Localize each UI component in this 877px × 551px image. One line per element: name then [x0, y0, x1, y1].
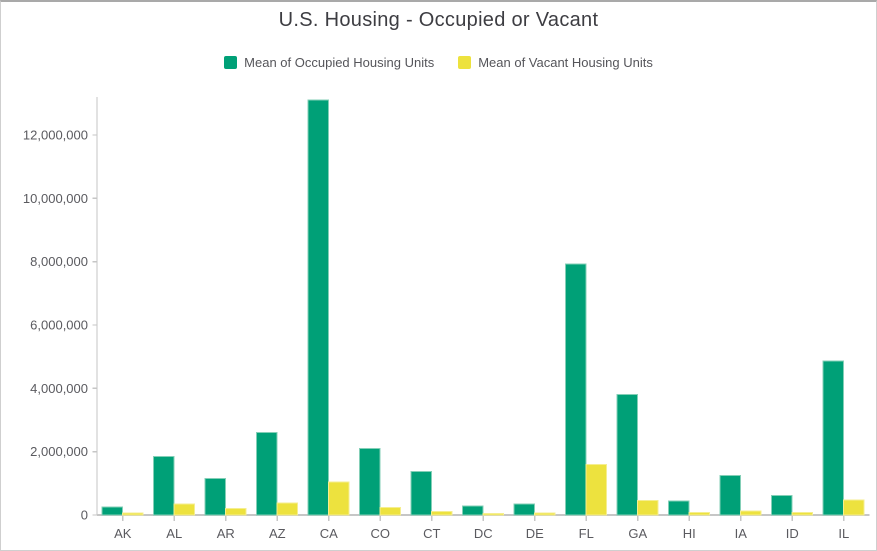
y-tick-label: 12,000,000 — [23, 128, 88, 143]
x-axis-label: CA — [320, 526, 338, 541]
x-axis-label: IA — [735, 526, 748, 541]
y-tick-label: 8,000,000 — [30, 254, 88, 269]
bar-vacant-HI[interactable] — [688, 511, 711, 516]
legend-item-occupied[interactable]: Mean of Occupied Housing Units — [224, 55, 434, 70]
bar-vacant-CT[interactable] — [431, 511, 453, 516]
x-axis-label: HI — [683, 526, 696, 541]
bar-vacant-CA[interactable] — [328, 481, 350, 516]
x-axis-label: IL — [838, 526, 849, 541]
bar-occupied-AL[interactable] — [153, 455, 175, 516]
bar-vacant-ID[interactable] — [791, 512, 814, 516]
bar-occupied-CT[interactable] — [410, 471, 433, 516]
bar-vacant-AK[interactable] — [122, 512, 144, 516]
legend-swatch-occupied-icon — [224, 56, 238, 69]
x-axis-label: ID — [786, 526, 799, 541]
y-tick-label: 0 — [81, 508, 88, 523]
y-tick-label: 2,000,000 — [30, 444, 88, 459]
bar-vacant-DE[interactable] — [534, 512, 556, 516]
bar-vacant-DC[interactable] — [482, 513, 505, 516]
x-axis-label: CT — [423, 526, 440, 541]
bar-vacant-AR[interactable] — [225, 508, 247, 516]
bar-occupied-DE[interactable] — [513, 503, 536, 516]
bar-vacant-CO[interactable] — [379, 506, 402, 516]
bar-occupied-ID[interactable] — [771, 495, 793, 516]
bar-occupied-HI[interactable] — [668, 500, 690, 516]
x-axis-label: GA — [628, 526, 647, 541]
legend-label-occupied: Mean of Occupied Housing Units — [244, 55, 435, 70]
y-tick-label: 4,000,000 — [30, 381, 88, 396]
x-axis-label: FL — [579, 526, 594, 541]
x-axis-label: CO — [371, 526, 391, 541]
x-axis-label: AZ — [269, 526, 286, 541]
bar-occupied-AR[interactable] — [204, 478, 227, 516]
bar-vacant-IA[interactable] — [740, 510, 762, 516]
x-axis-label: DC — [474, 526, 493, 541]
bar-occupied-GA[interactable] — [616, 394, 639, 516]
bar-vacant-AZ[interactable] — [276, 502, 299, 516]
bar-occupied-IL[interactable] — [822, 360, 845, 516]
bar-occupied-FL[interactable] — [565, 263, 587, 516]
bar-occupied-CO[interactable] — [359, 448, 381, 516]
bar-vacant-AL[interactable] — [173, 503, 196, 516]
chart-title: U.S. Housing - Occupied or Vacant — [278, 9, 599, 31]
bar-vacant-FL[interactable] — [585, 463, 608, 516]
legend-item-vacant[interactable]: Mean of Vacant Housing Units — [458, 55, 653, 70]
x-axis-label: AL — [166, 526, 182, 541]
legend-label-vacant: Mean of Vacant Housing Units — [478, 55, 653, 70]
bar-vacant-IL[interactable] — [843, 499, 865, 516]
y-tick-label: 10,000,000 — [23, 191, 88, 206]
y-tick-label: 6,000,000 — [30, 318, 88, 333]
x-axis-label: AR — [217, 526, 235, 541]
bar-occupied-AZ[interactable] — [256, 432, 278, 516]
bar-occupied-IA[interactable] — [719, 474, 742, 516]
bar-occupied-AK[interactable] — [101, 506, 124, 516]
legend: Mean of Occupied Housing Units Mean of V… — [1, 55, 876, 70]
legend-swatch-vacant-icon — [458, 56, 472, 69]
bar-vacant-GA[interactable] — [637, 499, 659, 516]
x-axis-label: DE — [526, 526, 544, 541]
bar-occupied-CA[interactable] — [307, 99, 330, 516]
bar-occupied-DC[interactable] — [462, 505, 484, 516]
x-axis-label: AK — [114, 526, 132, 541]
